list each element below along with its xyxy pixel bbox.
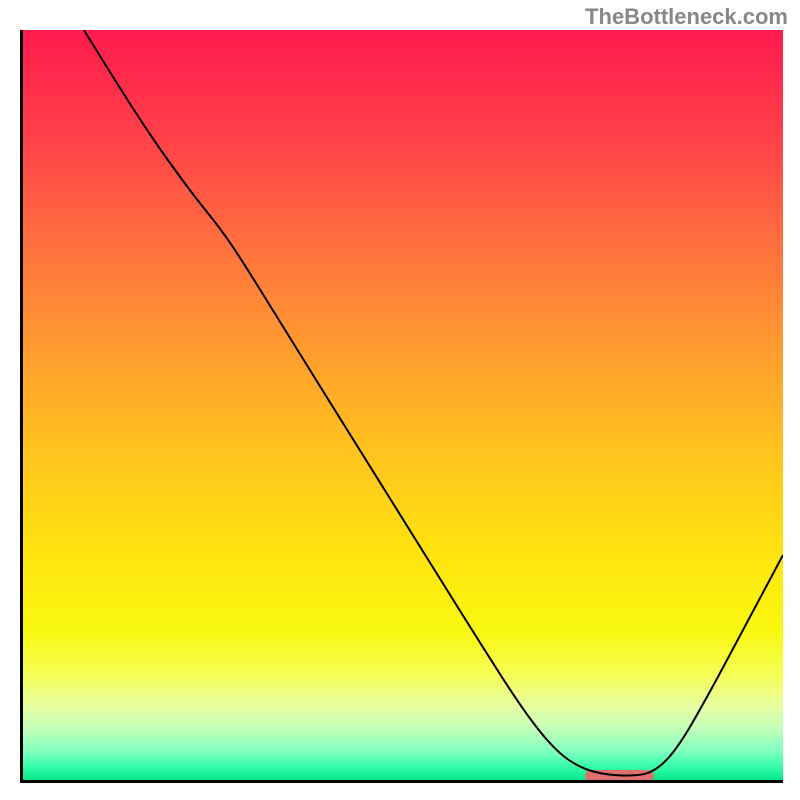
chart-plot-area (20, 30, 783, 783)
watermark-text: TheBottleneck.com (585, 4, 788, 30)
bottleneck-curve (23, 30, 783, 780)
